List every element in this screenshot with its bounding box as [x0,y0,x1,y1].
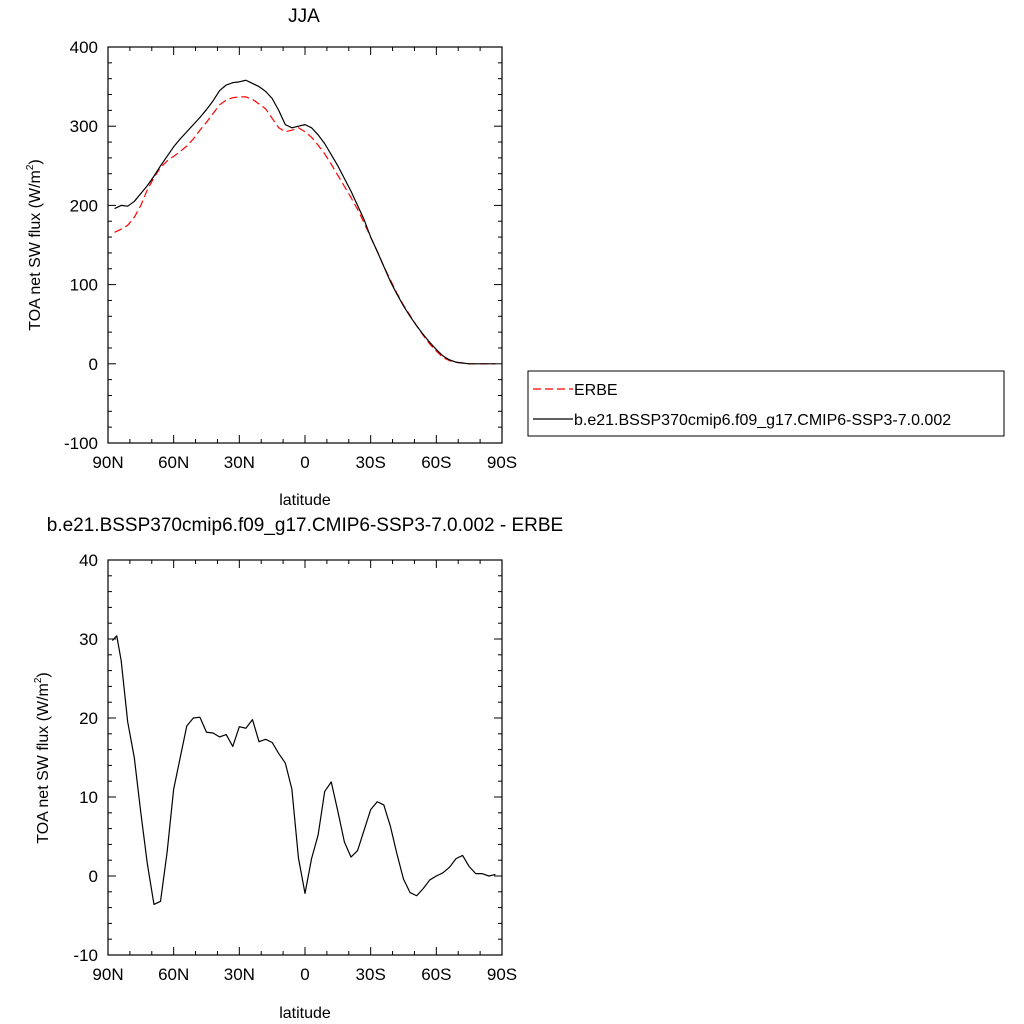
bot-x-tick-label: 30S [356,965,386,984]
bot-y-tick-label: 30 [79,630,98,649]
bottom-panel: b.e21.BSSP370cmip6.f09_g17.CMIP6-SSP3-7.… [33,515,563,1022]
top-x-tick-labels: 90N 60N 30N 0 30S 60S 90S [92,453,517,472]
top-x-tick-label: 30N [224,453,255,472]
legend-label-model: b.e21.BSSP370cmip6.f09_g17.CMIP6-SSP3-7.… [574,412,951,429]
top-y-tick-label: 0 [89,355,98,374]
top-chart-title: JJA [288,6,320,27]
bottom-y-axis-label-close: ) [35,672,52,677]
bot-y-tick-label: 10 [79,788,98,807]
bottom-x-tick-labels: 90N 60N 30N 0 30S 60S 90S [92,965,517,984]
top-x-tick-label: 0 [300,453,309,472]
top-x-tick-label: 90N [92,453,123,472]
legend-label-erbe: ERBE [574,382,618,399]
bot-x-tick-label: 60N [158,965,189,984]
bottom-y-axis-label-sup: 2 [33,677,44,683]
bottom-x-axis-label: latitude [279,1005,331,1022]
bot-x-tick-label: 0 [300,965,309,984]
top-y-axis-label-sup: 2 [25,164,36,170]
top-y-axis-label: TOA net SW flux (W/m2) [25,159,44,331]
top-plot-frame [107,46,503,444]
bot-y-tick-label: 40 [79,551,98,570]
bot-y-tick-label: 0 [89,867,98,886]
top-y-tick-label: 300 [70,117,98,136]
top-series-line-0 [114,96,496,365]
top-y-tick-label: 200 [70,196,98,215]
top-series-line-1 [114,79,496,365]
top-panel: JJA 90N 60N 30N 0 30S 60S 90S 400 300 200 100 0 -10… [25,6,1005,509]
top-y-axis-label-close: ) [27,159,44,164]
bot-y-tick-label: -10 [73,946,98,965]
bottom-y-axis-label: TOA net SW flux (W/m2) [33,672,52,844]
legend-box [527,370,1005,437]
top-y-axis-label-main: TOA net SW flux (W/m [27,170,44,331]
bottom-y-tick-labels: 40 30 20 10 0 -10 [73,551,98,965]
bot-x-tick-label: 90N [92,965,123,984]
top-y-tick-label: -100 [64,434,98,453]
top-y-tick-label: 100 [70,276,98,295]
legend: ERBE b.e21.BSSP370cmip6.f09_g17.CMIP6-SS… [527,370,1005,437]
top-y-tick-labels: 400 300 200 100 0 -100 [64,38,98,453]
bottom-chart-title: b.e21.BSSP370cmip6.f09_g17.CMIP6-SSP3-7.… [47,515,563,536]
bottom-plot-area [107,559,503,956]
top-x-tick-label: 90S [487,453,517,472]
top-x-tick-label: 60N [158,453,189,472]
bot-plot-frame [107,559,503,956]
bot-x-tick-label: 30N [224,965,255,984]
top-y-tick-label: 400 [70,38,98,57]
top-x-axis-label: latitude [279,492,331,509]
bot-series-line-0 [111,635,496,906]
top-plot-area [107,46,503,444]
top-x-tick-label: 60S [421,453,451,472]
bot-x-tick-label: 60S [421,965,451,984]
bottom-y-axis-label-main: TOA net SW flux (W/m [35,683,52,844]
bot-x-tick-label: 90S [487,965,517,984]
bot-y-tick-label: 20 [79,709,98,728]
top-x-tick-label: 30S [356,453,386,472]
